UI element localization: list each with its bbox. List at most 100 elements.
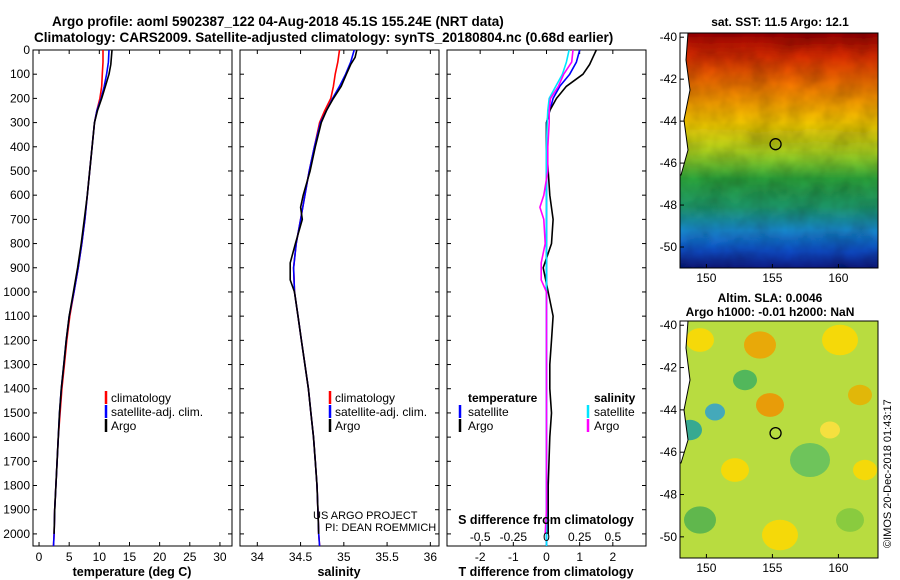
temperature-x-tick-label: 25: [183, 550, 197, 564]
depth-tick-label: 200: [10, 91, 30, 105]
map-y-tick-label: -48: [660, 198, 678, 212]
difference-series-t-satellite: [545, 49, 581, 546]
temperature-x-tick-label: 15: [123, 550, 137, 564]
depth-tick-label: 800: [10, 237, 30, 251]
map-x-tick-label: 160: [828, 561, 848, 575]
sla-blob: [684, 506, 716, 534]
sst-colour-field: [680, 33, 878, 268]
legend-label-t-argo: Argo: [468, 419, 494, 433]
depth-tick-label: 0: [23, 43, 30, 57]
sla-map-axes: 150 155 160 -40 -42 -44 -46 -48 -50: [660, 318, 849, 575]
temperature-x-tick-label: 0: [36, 550, 43, 564]
sst-map-field: [680, 33, 878, 268]
pi-credit: PI: DEAN ROEMMICH: [325, 522, 436, 534]
sla-blob: [686, 328, 714, 352]
depth-tick-label: 1900: [3, 503, 30, 517]
depth-tick-label: 1700: [3, 454, 30, 468]
sla-blob: [848, 384, 872, 406]
depth-axis: 0 100 200 300 400 500 600 700 800 900 1000 1100 1200…: [3, 43, 30, 541]
depth-tick-label: 1800: [3, 479, 30, 493]
temperature-x-tick-label: 10: [93, 550, 107, 564]
temperature-x-tick-label: 5: [66, 550, 73, 564]
map-y-tick-label: -44: [660, 403, 678, 417]
depth-tick-label: 300: [10, 116, 30, 130]
temperature-panel-frame: [32, 49, 233, 547]
sla-blob: [721, 458, 749, 482]
temperature-x-tick-label: 20: [153, 550, 167, 564]
difference-series-t-argo: [542, 49, 598, 534]
map-y-tick-label: -44: [660, 114, 678, 128]
map-y-tick-label: -46: [660, 445, 678, 459]
salinity-x-tick-label: 35.5: [375, 550, 399, 564]
map-y-tick-label: -50: [660, 240, 678, 254]
legend-label-s-satellite: satellite: [594, 405, 635, 419]
salinity-x-tick-label: 36: [424, 550, 438, 564]
difference-series-s-argo: [539, 49, 574, 534]
map-y-tick-label: -40: [660, 318, 678, 332]
map-x-tick-label: 155: [762, 561, 782, 575]
sla-blob: [836, 508, 864, 532]
sla-profile-location-marker: [769, 427, 782, 440]
difference-x-tick-label: -1: [508, 550, 519, 564]
difference-s-tick-label: 0.5: [604, 530, 621, 544]
map-x-tick-label: 160: [828, 271, 848, 285]
map-x-tick-label: 155: [762, 271, 782, 285]
difference-x-tick-label: 0: [543, 550, 550, 564]
imos-timestamp: ©IMOS 20-Dec-2018 01:43:17: [882, 399, 894, 548]
map-y-tick-label: -42: [660, 72, 678, 86]
depth-tick-label: 700: [10, 212, 30, 226]
depth-tick-label: 100: [10, 67, 30, 81]
depth-tick-label: 1500: [3, 406, 30, 420]
map-y-tick-label: -42: [660, 361, 678, 375]
sst-map-frame: [679, 32, 879, 269]
salinity-xlabel: salinity: [317, 565, 360, 579]
legend-label-climatology: climatology: [335, 391, 395, 405]
sla-map-field: [680, 321, 878, 558]
temperature-series-argo: [53, 49, 113, 534]
sla-map-title-line2: Argo h1000: -0.01 h2000: NaN: [686, 305, 855, 319]
difference-s-tick-label: 0: [543, 530, 550, 544]
difference-x-tick-label: -2: [475, 550, 486, 564]
difference-plot: -2 -1 0 1 2 -0.5 -0.25 0 0.25 0.5: [447, 49, 646, 564]
salinity-x-tick-label: 34: [251, 550, 265, 564]
figure-title-line1: Argo profile: aoml 5902387_122 04-Aug-20…: [52, 14, 504, 29]
sst-map-axes: 150 155 160 -40 -42 -44 -46 -48 -50: [660, 30, 849, 285]
sla-blob: [822, 324, 858, 356]
depth-tick-label: 1600: [3, 430, 30, 444]
sla-blob: [790, 443, 830, 477]
temperature-x-tick-label: 30: [213, 550, 227, 564]
sla-blob: [820, 421, 840, 439]
difference-x-tick-label: 1: [576, 550, 583, 564]
depth-tick-label: 1000: [3, 285, 30, 299]
sla-map-frame: [679, 320, 879, 559]
depth-tick-label: 1300: [3, 358, 30, 372]
map-x-tick-label: 150: [696, 561, 716, 575]
legend-heading-salinity: salinity: [594, 391, 636, 405]
salinity-x-tick-label: 35: [337, 550, 351, 564]
sla-blob: [762, 519, 798, 551]
legend-label-satellite: satellite-adj. clim.: [335, 405, 427, 419]
map-y-tick-label: -46: [660, 156, 678, 170]
legend-label-argo: Argo: [111, 419, 137, 433]
temperature-xlabel: temperature (deg C): [73, 565, 192, 579]
salinity-panel-frame: [239, 49, 440, 547]
depth-tick-label: 1400: [3, 382, 30, 396]
legend-label-s-argo: Argo: [594, 419, 620, 433]
s-difference-label: S difference from climatology: [458, 513, 634, 527]
sla-anomaly-blobs: [680, 324, 877, 551]
sla-blob: [853, 459, 877, 481]
map-y-tick-label: -40: [660, 30, 678, 44]
sla-blob: [744, 331, 776, 359]
difference-s-tick-label: -0.5: [470, 530, 491, 544]
sla-map-title-line1: Altim. SLA: 0.0046: [718, 291, 823, 305]
depth-tick-label: 2000: [3, 527, 30, 541]
difference-temperature-legend: temperature satellite Argo: [458, 391, 538, 433]
difference-x-tick-label: 2: [609, 550, 616, 564]
salinity-series-argo: [289, 49, 358, 534]
sla-blob: [756, 393, 784, 417]
project-credit: US ARGO PROJECT: [313, 510, 418, 522]
sst-profile-location-marker: [769, 138, 782, 151]
temperature-plot: 0 5 10 15 20 25 30: [33, 49, 232, 564]
temperature-series-satellite-adj-clim-: [52, 49, 110, 547]
